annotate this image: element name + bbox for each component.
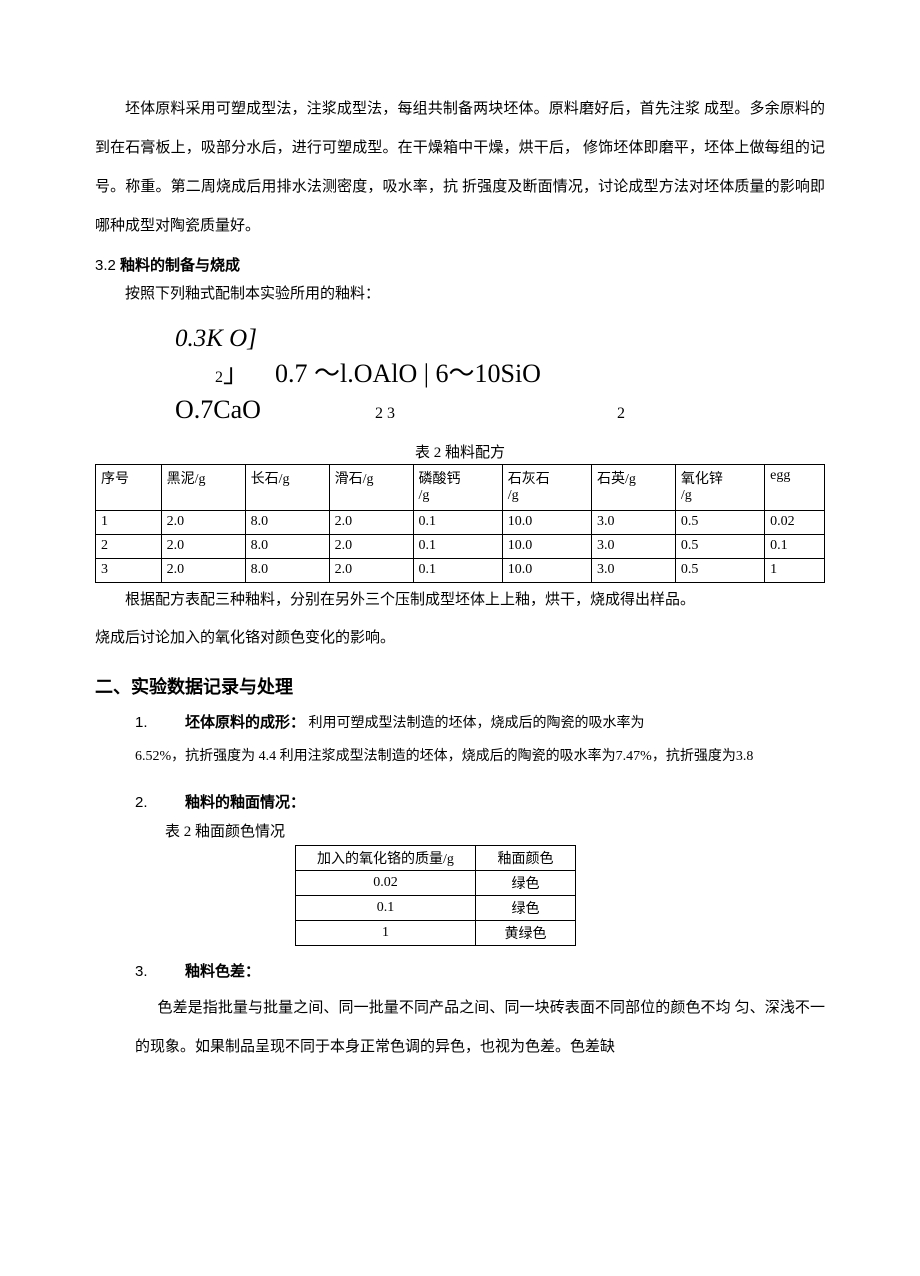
list-item-3: 3.釉料色差： — [135, 960, 825, 981]
cell: 0.1 — [765, 534, 825, 558]
th-calcium: 磷酸钙/g — [413, 464, 502, 510]
cell: 8.0 — [245, 534, 329, 558]
cell: 黄绿色 — [476, 921, 576, 946]
table-header-row: 加入的氧化铬的质量/g 釉面颜色 — [296, 846, 576, 871]
cell: 0.1 — [413, 558, 502, 582]
table-row: 2 2.0 8.0 2.0 0.1 10.0 3.0 0.5 0.1 — [96, 534, 825, 558]
cell: 1 — [765, 558, 825, 582]
th-feldspar: 长石/g — [245, 464, 329, 510]
th-blackclay: 黑泥/g — [161, 464, 245, 510]
section-title: 釉料的制备与烧成 — [116, 257, 240, 274]
section-3-2-heading: 3.2 釉料的制备与烧成 — [95, 254, 825, 275]
cell: 0.5 — [675, 510, 764, 534]
cell: 0.02 — [296, 871, 476, 896]
formula-sub-2: 2 — [215, 369, 223, 386]
glaze-color-table: 加入的氧化铬的质量/g 釉面颜色 0.02 绿色 0.1 绿色 1 黄绿色 — [295, 845, 576, 946]
cell: 1 — [96, 510, 162, 534]
list-label-1: 坯体原料的成形： — [185, 714, 305, 731]
table-row: 3 2.0 8.0 2.0 0.1 10.0 3.0 0.5 1 — [96, 558, 825, 582]
cell: 2.0 — [161, 510, 245, 534]
cell: 0.1 — [296, 896, 476, 921]
th-color: 釉面颜色 — [476, 846, 576, 871]
after-table-paragraph-2: 烧成后讨论加入的氧化铬对颜色变化的影响。 — [95, 622, 825, 655]
table-2-caption: 表 2 釉面颜色情况 — [165, 820, 825, 841]
formula-sub-23: 2 3 — [375, 403, 485, 425]
table-header-row: 序号 黑泥/g 长石/g 滑石/g 磷酸钙/g 石灰石/g 石英/g 氧化锌/g… — [96, 464, 825, 510]
list-item-2: 2.釉料的釉面情况： — [135, 791, 825, 812]
cell: 2.0 — [161, 534, 245, 558]
cell: 0.1 — [413, 510, 502, 534]
formula-line-3: O.7CaO2 32 — [175, 392, 825, 428]
cell: 3.0 — [591, 534, 675, 558]
table-row: 1 黄绿色 — [296, 921, 576, 946]
section-number: 3.2 — [95, 257, 116, 274]
section-3-2-intro: 按照下列釉式配制本实验所用的釉料： — [95, 279, 825, 309]
cell: 2.0 — [329, 510, 413, 534]
th-quartz: 石英/g — [591, 464, 675, 510]
cell: 0.1 — [413, 534, 502, 558]
list-label-2: 釉料的釉面情况： — [185, 794, 305, 811]
list-num-3: 3. — [135, 963, 185, 980]
intro-paragraph: 坯体原料采用可塑成型法，注浆成型法，每组共制备两块坯体。原料磨好后，首先注浆 成… — [95, 90, 825, 246]
formula-line-1: 0.3K O] — [175, 321, 825, 356]
list-rest-1: 利用可塑成型法制造的坯体，烧成后的陶瓷的吸水率为 — [305, 716, 645, 731]
list-item-1: 1.坯体原料的成形： 利用可塑成型法制造的坯体，烧成后的陶瓷的吸水率为 — [135, 711, 825, 732]
th-zincox: 氧化锌/g — [675, 464, 764, 510]
table-1-caption: 表 2 釉料配方 — [95, 441, 825, 462]
cell: 10.0 — [502, 510, 591, 534]
list-num-2: 2. — [135, 794, 185, 811]
cell: 0.5 — [675, 534, 764, 558]
cell: 8.0 — [245, 558, 329, 582]
cell: 2.0 — [329, 558, 413, 582]
formula-bar: | — [424, 359, 436, 388]
cell: 10.0 — [502, 534, 591, 558]
formula-mid: 0.7 〜l.OAlO — [275, 359, 424, 388]
formula-sub-last: 2 — [485, 403, 625, 425]
glaze-recipe-table: 序号 黑泥/g 长石/g 滑石/g 磷酸钙/g 石灰石/g 石英/g 氧化锌/g… — [95, 464, 825, 583]
cell: 绿色 — [476, 896, 576, 921]
cell: 8.0 — [245, 510, 329, 534]
table-2-wrapper: 表 2 釉面颜色情况 加入的氧化铬的质量/g 釉面颜色 0.02 绿色 0.1 … — [165, 820, 825, 946]
list-body-1: 6.52%，抗折强度为 4.4 利用注浆成型法制造的坯体，烧成后的陶瓷的吸水率为… — [135, 740, 825, 774]
list-body-3: 色差是指批量与批量之间、同一批量不同产品之间、同一块砖表面不同部位的颜色不均 匀… — [135, 989, 825, 1067]
th-chrome-mass: 加入的氧化铬的质量/g — [296, 846, 476, 871]
cell: 2.0 — [161, 558, 245, 582]
table-row: 0.1 绿色 — [296, 896, 576, 921]
th-index: 序号 — [96, 464, 162, 510]
cell: 3.0 — [591, 510, 675, 534]
cell: 3 — [96, 558, 162, 582]
th-egg: egg — [765, 464, 825, 510]
cell: 2.0 — [329, 534, 413, 558]
formula-right: 6〜10SiO — [436, 359, 541, 388]
formula-line-2: 2」 0.7 〜l.OAlO | 6〜10SiO — [215, 356, 825, 392]
th-limestone: 石灰石/g — [502, 464, 591, 510]
cell: 绿色 — [476, 871, 576, 896]
th-talc: 滑石/g — [329, 464, 413, 510]
list-label-3: 釉料色差： — [185, 963, 260, 980]
cell: 0.5 — [675, 558, 764, 582]
cell: 10.0 — [502, 558, 591, 582]
section-2-heading: 二、实验数据记录与处理 — [95, 673, 825, 699]
after-table-paragraph-1: 根据配方表配三种釉料，分别在另外三个压制成型坯体上上釉，烘干，烧成得出样品。 — [95, 587, 825, 614]
cell: 2 — [96, 534, 162, 558]
cell: 1 — [296, 921, 476, 946]
formula-o7cao: O.7CaO — [175, 392, 375, 428]
table-row: 1 2.0 8.0 2.0 0.1 10.0 3.0 0.5 0.02 — [96, 510, 825, 534]
cell: 0.02 — [765, 510, 825, 534]
formula-bracket: 」 — [223, 359, 249, 388]
list-num-1: 1. — [135, 714, 185, 731]
glaze-formula: 0.3K O] 2」0.7 〜l.OAlO | 6〜10SiO O.7CaO2 … — [175, 321, 825, 429]
table-row: 0.02 绿色 — [296, 871, 576, 896]
cell: 3.0 — [591, 558, 675, 582]
